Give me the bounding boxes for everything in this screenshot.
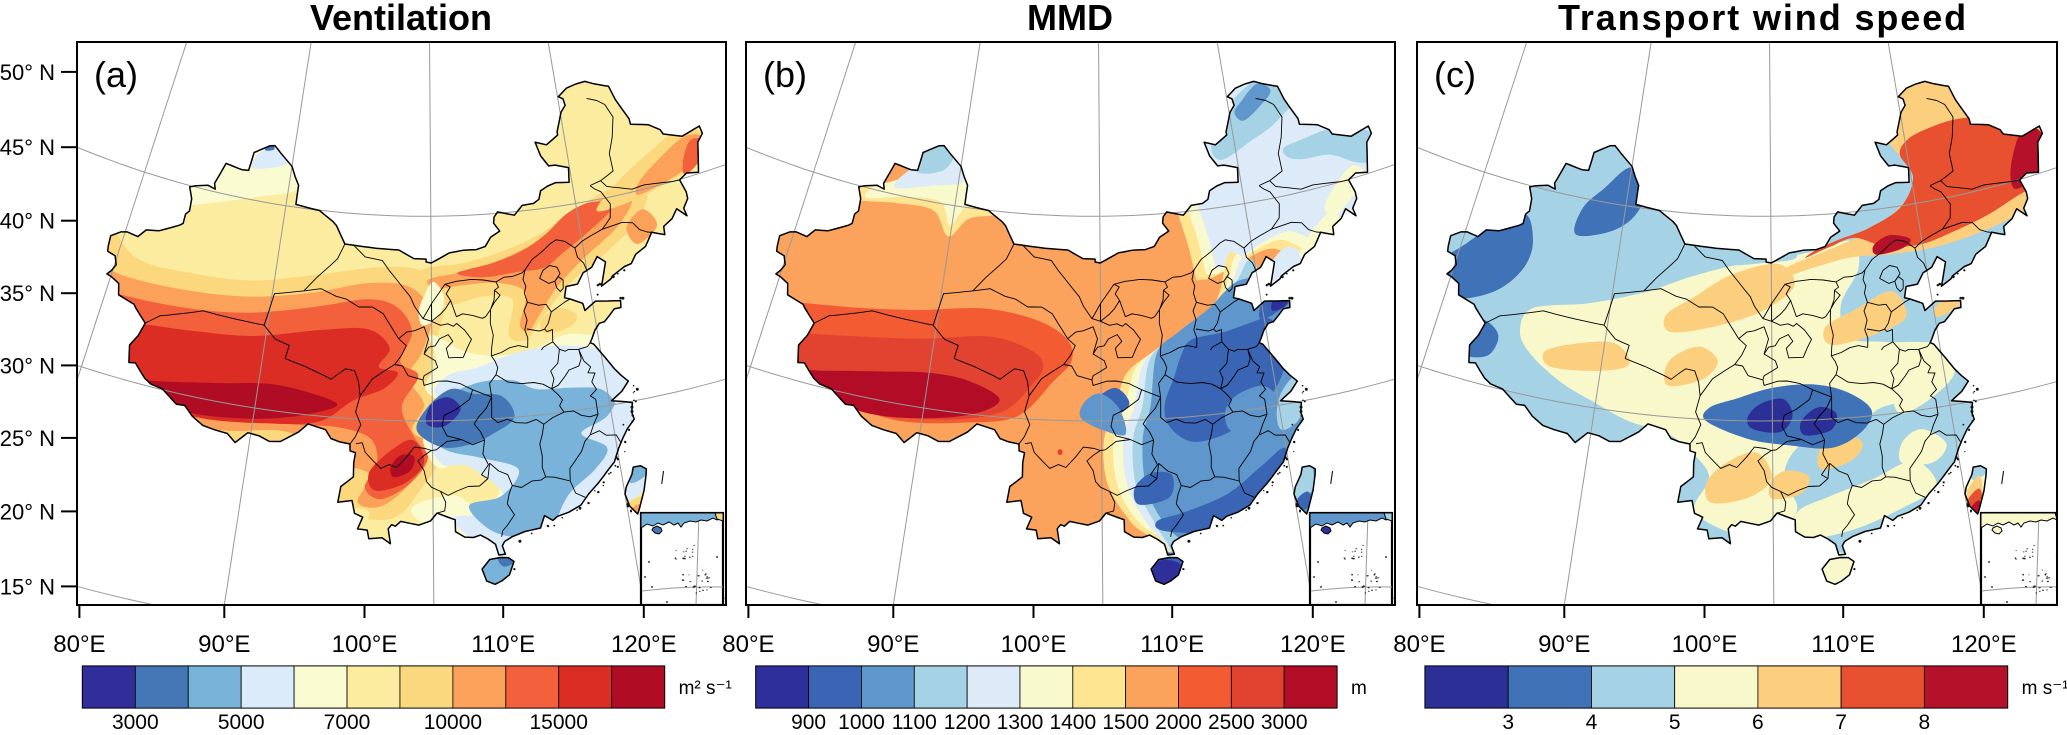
svg-text:100°E: 100°E	[332, 631, 398, 658]
svg-text:2000: 2000	[1155, 711, 1202, 730]
svg-text:3000: 3000	[112, 711, 159, 730]
svg-text:1400: 1400	[1049, 711, 1096, 730]
svg-text:1500: 1500	[1102, 711, 1149, 730]
svg-text:m s⁻¹: m s⁻¹	[2022, 678, 2067, 699]
svg-text:7000: 7000	[324, 711, 371, 730]
svg-text:90°E: 90°E	[867, 631, 919, 658]
svg-text:5000: 5000	[218, 711, 265, 730]
svg-text:MMD: MMD	[1027, 0, 1113, 38]
svg-text:3: 3	[1502, 711, 1514, 730]
svg-text:120°E: 120°E	[1951, 631, 2017, 658]
svg-text:8: 8	[1919, 711, 1931, 730]
svg-text:80°E: 80°E	[722, 631, 774, 658]
svg-text:80°E: 80°E	[1393, 631, 1445, 658]
svg-text:30° N: 30° N	[0, 353, 55, 378]
svg-text:90°E: 90°E	[1538, 631, 1590, 658]
svg-text:15000: 15000	[529, 711, 587, 730]
svg-text:90°E: 90°E	[198, 631, 250, 658]
svg-text:5: 5	[1669, 711, 1681, 730]
svg-text:120°E: 120°E	[611, 631, 677, 658]
svg-text:Ventilation: Ventilation	[310, 0, 492, 38]
svg-text:40° N: 40° N	[0, 209, 55, 234]
svg-text:(c): (c)	[1434, 54, 1476, 95]
svg-text:1100: 1100	[892, 711, 937, 730]
svg-text:(a): (a)	[94, 54, 138, 95]
svg-text:100°E: 100°E	[1672, 631, 1738, 658]
svg-text:1000: 1000	[838, 711, 885, 730]
svg-text:20° N: 20° N	[0, 499, 55, 524]
svg-text:m: m	[1351, 678, 1367, 699]
svg-text:45° N: 45° N	[0, 135, 55, 160]
svg-text:110°E: 110°E	[1811, 631, 1875, 658]
svg-text:m² s⁻¹: m² s⁻¹	[679, 678, 732, 699]
svg-text:7: 7	[1835, 711, 1847, 730]
svg-text:(b): (b)	[763, 54, 807, 95]
svg-text:35° N: 35° N	[0, 281, 55, 306]
svg-text:100°E: 100°E	[1001, 631, 1067, 658]
svg-text:50° N: 50° N	[0, 60, 55, 85]
svg-text:10000: 10000	[424, 711, 482, 730]
svg-text:1200: 1200	[944, 711, 991, 730]
svg-text:1300: 1300	[997, 711, 1044, 730]
svg-text:4: 4	[1586, 711, 1598, 730]
svg-text:2500: 2500	[1208, 711, 1255, 730]
svg-text:80°E: 80°E	[53, 631, 105, 658]
svg-text:15° N: 15° N	[0, 574, 55, 599]
svg-text:25° N: 25° N	[0, 426, 55, 451]
svg-text:6: 6	[1752, 711, 1764, 730]
svg-text:120°E: 120°E	[1280, 631, 1346, 658]
svg-text:110°E: 110°E	[1140, 631, 1204, 658]
svg-text:3000: 3000	[1261, 711, 1308, 730]
svg-text:Transport wind speed: Transport wind speed	[1558, 0, 1968, 38]
svg-text:110°E: 110°E	[471, 631, 535, 658]
svg-text:900: 900	[791, 711, 826, 730]
